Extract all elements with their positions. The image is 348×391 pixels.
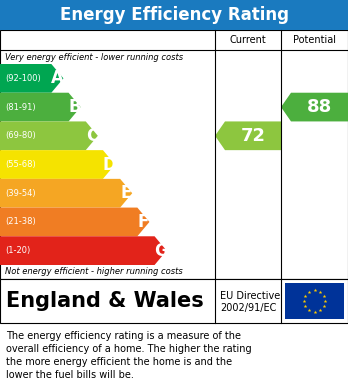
- Bar: [0, 0, 348, 30]
- Text: EU Directive: EU Directive: [220, 291, 280, 301]
- Text: (81-91): (81-91): [5, 102, 35, 111]
- Text: B: B: [68, 98, 81, 116]
- Text: Not energy efficient - higher running costs: Not energy efficient - higher running co…: [5, 267, 183, 276]
- Polygon shape: [281, 93, 348, 122]
- Polygon shape: [215, 122, 281, 150]
- Text: (92-100): (92-100): [5, 74, 41, 83]
- Polygon shape: [0, 208, 149, 236]
- Polygon shape: [0, 179, 132, 208]
- Text: 72: 72: [240, 127, 266, 145]
- Text: A: A: [51, 69, 64, 87]
- Polygon shape: [0, 93, 81, 122]
- Text: C: C: [86, 127, 98, 145]
- Polygon shape: [0, 236, 167, 265]
- Text: G: G: [154, 242, 167, 260]
- Text: (21-38): (21-38): [5, 217, 36, 226]
- Bar: [285, 283, 344, 319]
- Polygon shape: [0, 150, 115, 179]
- Text: England & Wales: England & Wales: [6, 291, 204, 311]
- Text: Very energy efficient - lower running costs: Very energy efficient - lower running co…: [5, 52, 183, 61]
- Text: Energy Efficiency Rating: Energy Efficiency Rating: [60, 6, 288, 24]
- Polygon shape: [0, 64, 63, 93]
- Text: the more energy efficient the home is and the: the more energy efficient the home is an…: [6, 357, 232, 367]
- Polygon shape: [0, 122, 98, 150]
- Text: (69-80): (69-80): [5, 131, 36, 140]
- Text: lower the fuel bills will be.: lower the fuel bills will be.: [6, 370, 134, 380]
- Text: D: D: [102, 156, 116, 174]
- Text: (39-54): (39-54): [5, 189, 35, 198]
- Text: (1-20): (1-20): [5, 246, 30, 255]
- Text: 88: 88: [307, 98, 332, 116]
- Text: F: F: [138, 213, 149, 231]
- Bar: [0, 30, 348, 279]
- Text: Potential: Potential: [293, 35, 336, 45]
- Text: (55-68): (55-68): [5, 160, 36, 169]
- Bar: [0, 279, 348, 323]
- Text: The energy efficiency rating is a measure of the: The energy efficiency rating is a measur…: [6, 331, 241, 341]
- Text: overall efficiency of a home. The higher the rating: overall efficiency of a home. The higher…: [6, 344, 252, 354]
- Text: 2002/91/EC: 2002/91/EC: [220, 303, 276, 312]
- Text: E: E: [120, 184, 132, 202]
- Text: Current: Current: [230, 35, 266, 45]
